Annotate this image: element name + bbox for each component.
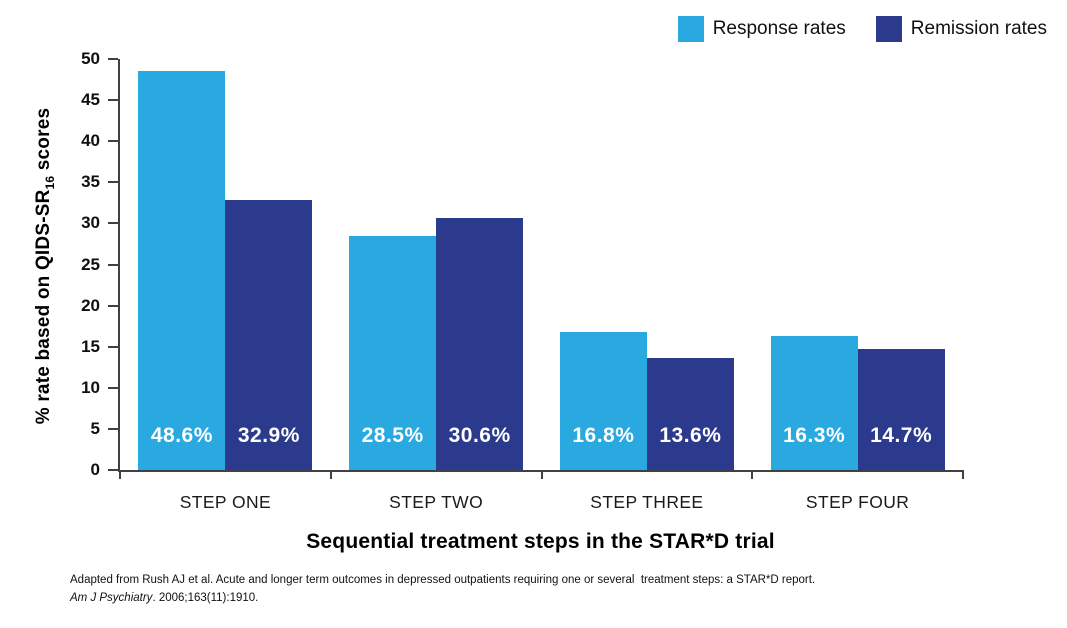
y-axis-tick xyxy=(108,222,118,225)
y-axis-tick-label: 50 xyxy=(81,49,100,68)
y-axis-tick xyxy=(108,263,118,266)
y-axis-tick xyxy=(108,345,118,348)
footnote-line-1: Adapted from Rush AJ et al. Acute and lo… xyxy=(70,574,816,586)
y-axis-title-subscript: 16 xyxy=(43,175,57,190)
bar-response-rates-step-one xyxy=(138,70,226,470)
y-axis-tick-label: 0 xyxy=(90,460,100,479)
bar-remission-rates-step-four xyxy=(857,349,945,470)
bar-response-rates-step-four xyxy=(770,336,858,470)
y-axis-tick-label: 25 xyxy=(81,254,100,274)
bar-value-label-remission-rates-step-two: 30.6% xyxy=(448,424,511,447)
y-axis-tick-label: 45 xyxy=(81,90,100,110)
x-axis-tick xyxy=(962,470,964,479)
x-axis-category-label-step-two: STEP TWO xyxy=(389,492,484,512)
x-axis-category-label-step-one: STEP ONE xyxy=(179,492,272,512)
y-axis-title-text: % rate based on QIDS-SR xyxy=(33,189,54,425)
y-axis-tick xyxy=(108,99,118,102)
x-axis-title: Sequential treatment steps in the STAR*D… xyxy=(306,530,775,553)
y-axis-tick-label: 5 xyxy=(90,418,100,438)
y-axis-tick-label: 20 xyxy=(81,295,100,315)
legend-swatch-response-rates-icon xyxy=(677,16,704,42)
y-axis-tick-label: 40 xyxy=(81,131,100,151)
legend-label-remission-rates: Remission rates xyxy=(910,18,1047,39)
x-axis-category-label-step-three: STEP THREE xyxy=(590,492,704,512)
legend-swatch-remission-rates-icon xyxy=(875,16,902,42)
bar-response-rates-step-two xyxy=(349,235,437,470)
bar-value-label-remission-rates-step-three: 13.6% xyxy=(659,424,722,447)
legend-label-response-rates: Response rates xyxy=(712,18,846,39)
bar-remission-rates-step-three xyxy=(646,358,734,470)
legend-item-remission-rates: Remission rates xyxy=(875,16,1047,42)
plot-area: 0 5 10 15 20 25 30 35 40 45 50 48.6% 32.9% STEP ONE 28… xyxy=(81,49,964,512)
legend-item-response-rates: Response rates xyxy=(677,16,846,42)
y-axis-tick xyxy=(108,304,118,307)
bar-value-label-response-rates-step-one: 48.6% xyxy=(150,424,213,447)
bar-value-label-response-rates-step-two: 28.5% xyxy=(361,424,424,447)
y-axis-tick xyxy=(108,469,118,471)
bar-value-label-response-rates-step-four: 16.3% xyxy=(783,424,846,447)
footnote: Adapted from Rush AJ et al. Acute and lo… xyxy=(70,572,815,608)
y-axis-tick xyxy=(108,140,118,143)
y-axis-title: % rate based on QIDS-SR16 scores xyxy=(33,108,57,424)
x-axis-tick xyxy=(329,470,332,479)
bar-value-label-remission-rates-step-four: 14.7% xyxy=(870,424,933,447)
x-axis-category-label-step-four: STEP FOUR xyxy=(805,492,910,512)
y-axis-tick-label: 10 xyxy=(81,377,100,397)
bar-remission-rates-step-one xyxy=(225,199,313,470)
y-axis-tick xyxy=(108,58,118,60)
y-axis-tick xyxy=(108,181,118,184)
y-axis-tick xyxy=(108,386,118,389)
bar-value-label-remission-rates-step-one: 32.9% xyxy=(237,424,300,447)
y-axis-tick-label: 15 xyxy=(81,336,100,356)
chart-legend: Response rates Remission rates xyxy=(677,16,1047,42)
x-axis-tick xyxy=(751,470,754,479)
y-axis-tick-label: 35 xyxy=(81,172,100,192)
x-axis-tick xyxy=(119,470,121,479)
y-axis-tick xyxy=(108,427,118,430)
bar-value-label-response-rates-step-three: 16.8% xyxy=(572,424,635,447)
y-axis-title-suffix: scores xyxy=(33,107,54,176)
footnote-line-2: Am J Psychiatry. 2006;163(11):1910. xyxy=(70,590,815,608)
y-axis-tick-label: 30 xyxy=(81,213,100,233)
bar-remission-rates-step-two xyxy=(436,218,524,470)
footnote-journal-name: Am J Psychiatry xyxy=(70,591,153,604)
bar-response-rates-step-three xyxy=(559,331,647,470)
x-axis-tick xyxy=(540,470,543,479)
footnote-citation-rest: . 2006;163(11):1910. xyxy=(152,591,259,604)
